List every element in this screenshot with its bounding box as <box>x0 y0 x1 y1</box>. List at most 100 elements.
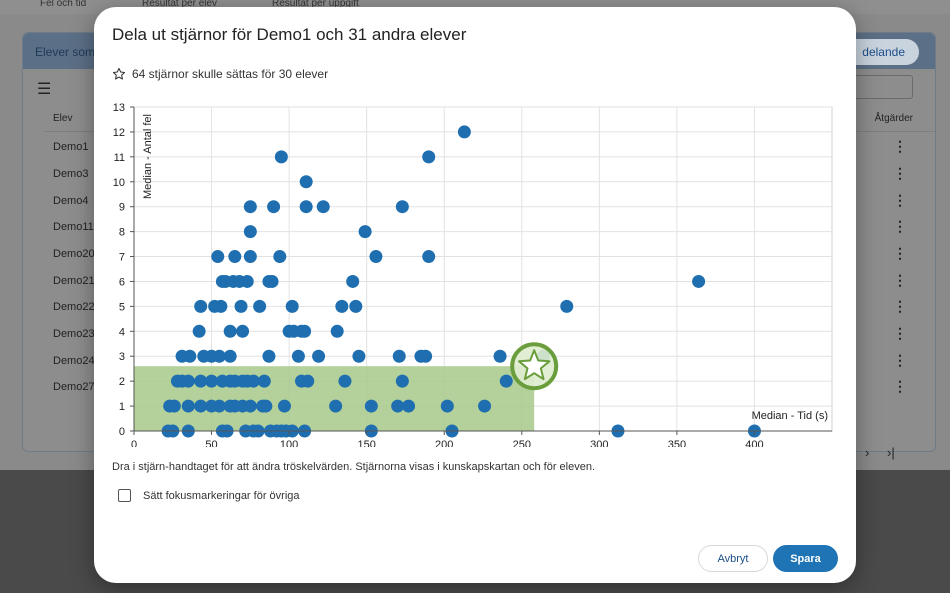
data-point <box>440 399 454 413</box>
star-handle[interactable] <box>510 342 559 391</box>
row-menu-icon[interactable]: ⋮ <box>893 378 907 394</box>
x-tick-label: 250 <box>513 439 531 447</box>
x-tick-label: 100 <box>280 439 298 447</box>
data-point <box>265 274 279 288</box>
data-point <box>236 324 250 338</box>
chart-axes: 0 50 100 150 200 250 300 350 4000123456789101112… <box>113 102 832 447</box>
data-point <box>212 349 226 363</box>
focus-option[interactable]: Sätt fokusmarkeringar för övriga <box>118 489 300 502</box>
data-point <box>395 374 409 388</box>
table-row[interactable]: Demo3 <box>53 168 89 180</box>
data-point <box>243 399 257 413</box>
y-tick-label: 9 <box>119 202 125 214</box>
data-point <box>395 200 409 214</box>
data-point <box>422 150 436 164</box>
table-row[interactable]: Demo1 <box>53 141 89 153</box>
data-point <box>299 175 313 189</box>
threshold-region-group <box>134 366 535 431</box>
y-tick-label: 13 <box>113 102 125 114</box>
data-point <box>228 250 242 264</box>
table-row[interactable]: Demo4 <box>53 195 89 207</box>
data-point <box>349 299 363 313</box>
data-point <box>316 200 330 214</box>
data-point <box>243 200 257 214</box>
table-row[interactable]: Demo11 <box>53 221 94 233</box>
table-row[interactable]: Demo23 <box>53 328 95 340</box>
y-tick-label: 7 <box>119 252 125 264</box>
tab-errors-time[interactable]: Fel och tid <box>40 0 87 9</box>
filter-icon[interactable]: ☰ <box>37 81 52 98</box>
data-point <box>329 399 343 413</box>
data-point <box>194 399 208 413</box>
star-summary: 64 stjärnor skulle sättas för 30 elever <box>112 67 328 81</box>
row-menu-icon[interactable]: ⋮ <box>893 352 907 368</box>
y-tick-label: 8 <box>119 227 125 239</box>
data-point <box>277 399 291 413</box>
table-row[interactable]: Demo24 <box>53 355 95 367</box>
data-point <box>369 250 383 264</box>
x-tick-label: 300 <box>590 439 608 447</box>
data-point <box>192 324 206 338</box>
row-menu-icon[interactable]: ⋮ <box>893 298 907 314</box>
table-row[interactable]: Demo21 <box>53 275 95 287</box>
distribute-stars-dialog: Dela ut stjärnor för Demo1 och 31 andra … <box>94 7 856 583</box>
data-point <box>181 374 195 388</box>
column-header-actions: Åtgärder <box>874 113 913 124</box>
row-menu-icon[interactable]: ⋮ <box>893 138 907 154</box>
data-point <box>257 374 271 388</box>
data-point <box>330 324 344 338</box>
tab-results-per-task[interactable]: Resultat per uppgift <box>272 0 359 9</box>
row-menu-icon[interactable]: ⋮ <box>893 165 907 181</box>
y-tick-label: 10 <box>113 177 125 189</box>
data-point <box>457 125 471 139</box>
star-handle-icon[interactable] <box>518 349 551 381</box>
data-point <box>167 399 181 413</box>
pager-last-button[interactable]: ›| <box>887 445 895 460</box>
data-point <box>194 299 208 313</box>
data-point <box>234 299 248 313</box>
column-header-student[interactable]: Elev <box>53 113 73 124</box>
row-menu-icon[interactable]: ⋮ <box>893 245 907 261</box>
y-tick-label: 5 <box>119 301 125 313</box>
tab-results-per-student[interactable]: Resultat per elev <box>142 0 218 9</box>
row-menu-icon[interactable]: ⋮ <box>893 192 907 208</box>
data-point <box>419 349 433 363</box>
data-point <box>358 225 372 239</box>
cancel-button[interactable]: Avbryt <box>698 545 768 572</box>
data-point <box>205 374 219 388</box>
data-point <box>391 399 405 413</box>
data-point <box>246 374 260 388</box>
y-tick-label: 12 <box>113 127 125 139</box>
row-menu-icon[interactable]: ⋮ <box>893 218 907 234</box>
dialog-title: Dela ut stjärnor för Demo1 och 31 andra … <box>112 25 467 44</box>
y-tick-label: 4 <box>119 326 125 338</box>
data-point <box>214 299 228 313</box>
focus-checkbox[interactable] <box>118 489 131 502</box>
data-point <box>259 399 273 413</box>
data-point <box>285 299 299 313</box>
data-point <box>253 299 267 313</box>
data-point <box>478 399 492 413</box>
pager-next-button[interactable]: › <box>865 445 870 460</box>
save-button[interactable]: Spara <box>773 545 838 572</box>
table-row[interactable]: Demo22 <box>53 301 95 313</box>
data-point <box>493 349 507 363</box>
y-axis-label: Median - Antal fel <box>142 114 154 199</box>
focus-checkbox-label: Sätt fokusmarkeringar för övriga <box>143 489 300 502</box>
table-row[interactable]: Demo27 <box>53 381 95 393</box>
x-tick-label: 350 <box>668 439 686 447</box>
star-outline-icon <box>112 67 126 80</box>
row-menu-icon[interactable]: ⋮ <box>893 325 907 341</box>
data-point <box>364 399 378 413</box>
data-point <box>211 250 225 264</box>
y-tick-label: 2 <box>119 376 125 388</box>
data-point <box>291 349 305 363</box>
x-tick-label: 200 <box>435 439 453 447</box>
y-tick-label: 6 <box>119 276 125 288</box>
data-point <box>335 299 349 313</box>
data-point <box>298 324 312 338</box>
y-tick-label: 1 <box>119 401 125 413</box>
row-menu-icon[interactable]: ⋮ <box>893 272 907 288</box>
table-row[interactable]: Demo20 <box>53 248 95 260</box>
data-points <box>161 125 761 438</box>
